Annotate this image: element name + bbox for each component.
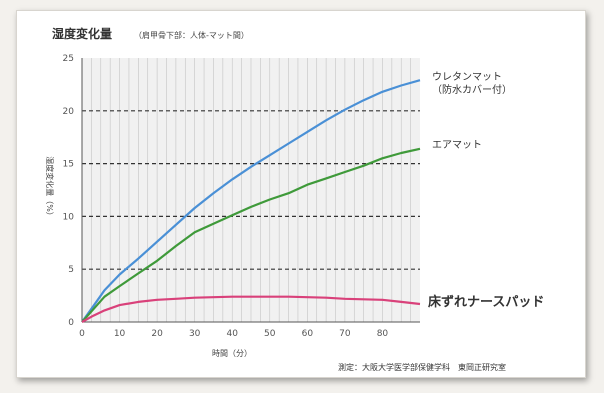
x-axis-label: 時間（分）	[212, 349, 252, 358]
series-label-1: （防水カバー付）	[432, 83, 512, 96]
x-tick-label: 40	[226, 329, 238, 339]
x-tick-label: 80	[377, 329, 389, 339]
series-label-1: ウレタンマット	[432, 71, 502, 83]
y-axis-label: 湿度変化量（%）	[45, 156, 55, 220]
y-tick-label: 10	[63, 212, 75, 222]
series-line-1	[81, 79, 421, 323]
series-label-3: 床ずれナースパッド	[428, 294, 544, 310]
chart-title: 湿度変化量	[52, 26, 112, 41]
chart-subtitle: （肩甲骨下部：人体-マット間）	[134, 30, 249, 40]
y-tick-label: 20	[63, 107, 75, 117]
y-tick-label: 5	[68, 265, 74, 275]
x-tick-label: 60	[302, 329, 314, 339]
y-tick-label: 0	[68, 318, 74, 328]
x-tick-label: 50	[264, 329, 276, 339]
y-tick-label: 25	[63, 54, 74, 64]
x-tick-label: 10	[114, 329, 126, 339]
series-line-3	[81, 295, 421, 323]
footnote: 測定：大阪大学医学部保健学科 東岡正研究室	[338, 362, 506, 372]
x-tick-label: 70	[339, 329, 351, 339]
series-label-2: エアマット	[432, 140, 482, 151]
y-tick-label: 15	[63, 160, 74, 170]
x-tick-label: 30	[189, 329, 201, 339]
x-tick-label: 0	[79, 329, 85, 339]
series-line-2	[81, 147, 421, 323]
x-tick-label: 20	[151, 329, 163, 339]
